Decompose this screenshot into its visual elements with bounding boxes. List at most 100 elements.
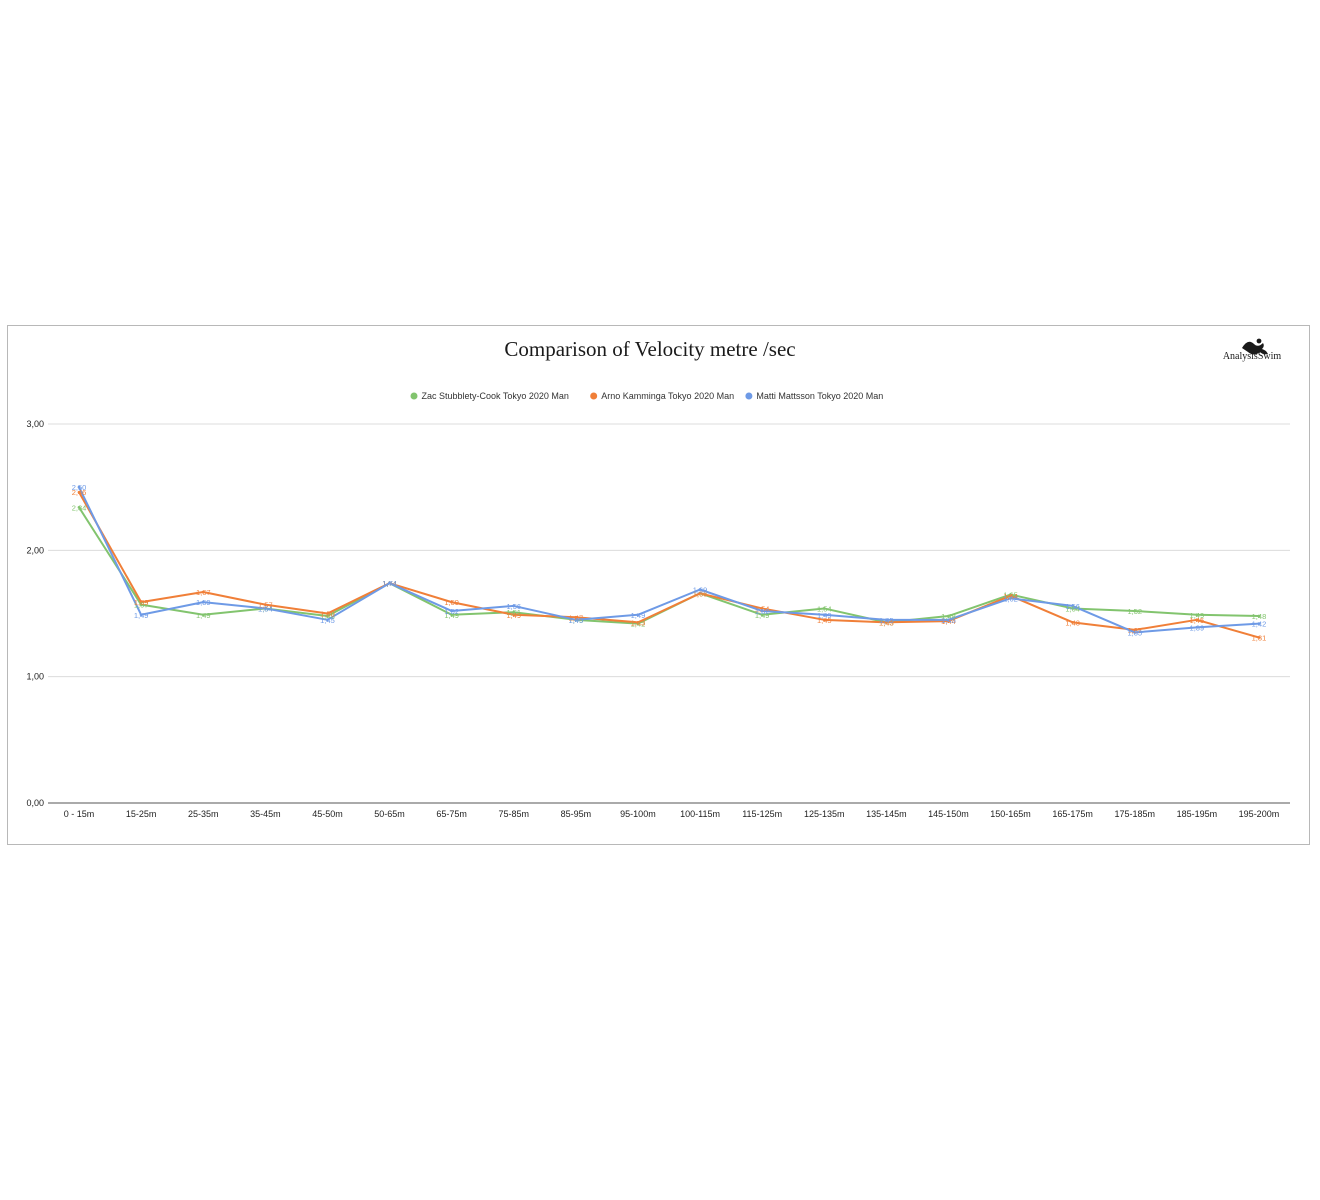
- data-point: [947, 614, 950, 618]
- data-point: [201, 600, 205, 604]
- data-label: 1,45: [569, 616, 584, 625]
- data-label: 1,67: [196, 588, 211, 597]
- series-line: [78, 486, 1260, 634]
- data-label: 1,43: [1065, 618, 1080, 627]
- data-label: 1,45: [569, 616, 584, 625]
- data-label: 1,48: [941, 612, 956, 621]
- data-label: 1,49: [631, 611, 646, 620]
- data-label: 1,54: [258, 604, 273, 613]
- data-label: 1,45: [879, 616, 894, 625]
- data-point: [760, 607, 764, 610]
- legend-marker: [410, 392, 418, 400]
- data-label: 1,50: [320, 610, 335, 619]
- data-point: [1257, 614, 1261, 618]
- data-label: 1,57: [258, 601, 273, 610]
- legend-label: Arno Kamminga Tokyo 2020 Man: [601, 391, 734, 401]
- data-point: [139, 600, 143, 604]
- data-point: [760, 613, 764, 617]
- data-point: [1071, 620, 1075, 624]
- x-tick-label: 175-185m: [1114, 809, 1155, 819]
- data-label: 1,49: [196, 611, 211, 620]
- x-tick-label: 100-115m: [680, 809, 720, 819]
- series-layer: [77, 485, 1261, 639]
- x-tick-label: 185-195m: [1177, 809, 1218, 819]
- data-point: [326, 614, 329, 618]
- y-axis: 0,00 1,00 2,00 3,00: [26, 419, 44, 808]
- y-tick-label: 1,00: [26, 672, 44, 682]
- data-point: [822, 607, 826, 610]
- data-point: [512, 610, 516, 614]
- data-label: 1,54: [755, 604, 770, 613]
- data-label: 1,43: [879, 618, 894, 627]
- data-point: [822, 613, 826, 617]
- data-label: 1,48: [320, 612, 335, 621]
- data-point: [822, 618, 826, 622]
- data-point: [77, 485, 81, 489]
- data-label: 1,51: [506, 608, 521, 617]
- y-tick-label: 2,00: [26, 545, 44, 555]
- data-label: 1,45: [941, 616, 956, 625]
- data-point: [947, 618, 950, 622]
- legend-marker: [745, 392, 753, 400]
- data-label: 1,42: [1252, 620, 1267, 629]
- x-tick-label: 135-145m: [866, 809, 907, 819]
- data-label: 1,56: [1065, 602, 1080, 611]
- data-point: [1071, 604, 1075, 608]
- x-tick-label: 115-125m: [742, 809, 782, 819]
- data-point: [1195, 625, 1199, 629]
- data-point: [760, 609, 764, 613]
- data-point: [698, 591, 702, 595]
- data-point: [450, 609, 454, 613]
- data-label: 1,45: [1190, 616, 1205, 625]
- data-point: [636, 620, 640, 624]
- data-label: 2,46: [72, 488, 87, 497]
- data-label: 1,54: [258, 604, 273, 613]
- data-label: 1,59: [196, 598, 211, 607]
- data-point: [1071, 607, 1075, 610]
- data-label: 1,31: [1252, 634, 1267, 643]
- data-label: 1,49: [134, 611, 149, 620]
- data-point: [512, 613, 516, 617]
- data-point: [326, 618, 329, 622]
- data-label: 1,49: [817, 611, 832, 620]
- x-tick-label: 95-100m: [620, 809, 656, 819]
- data-point: [512, 604, 516, 608]
- data-label: 1,62: [1003, 594, 1018, 603]
- data-point: [1257, 622, 1261, 626]
- data-label: 1,54: [817, 604, 832, 613]
- data-label: 1,44: [941, 617, 956, 626]
- data-point: [201, 613, 205, 617]
- data-point: [263, 607, 267, 610]
- data-label: 1,49: [444, 611, 459, 620]
- x-tick-label: 75-85m: [498, 809, 529, 819]
- legend-label: Zac Stubblety-Cook Tokyo 2020 Man: [422, 391, 569, 401]
- x-tick-label: 50-65m: [374, 809, 405, 819]
- data-label: 1,54: [1065, 604, 1080, 613]
- x-tick-label: 45-50m: [312, 809, 343, 819]
- x-tick-label: 125-135m: [804, 809, 845, 819]
- data-label: 1,45: [817, 616, 832, 625]
- data-label: 1,43: [631, 618, 646, 627]
- data-label: 1,57: [134, 601, 149, 610]
- data-label: 1,52: [755, 607, 770, 616]
- data-point: [77, 505, 81, 509]
- legend-marker: [590, 392, 598, 400]
- x-tick-label: 0 - 15m: [64, 809, 95, 819]
- data-label: 1,35: [1127, 628, 1142, 637]
- chart-title: Comparison of Velocity metre /sec: [504, 337, 795, 361]
- data-label: 1,45: [320, 616, 335, 625]
- data-point: [1133, 628, 1137, 632]
- data-label: 1,66: [693, 589, 708, 598]
- x-tick-label: 35-45m: [250, 809, 281, 819]
- swimmer-logo-icon: [1242, 341, 1268, 355]
- data-label: 1,37: [1127, 626, 1142, 635]
- data-point: [201, 590, 205, 594]
- data-label: 1,49: [506, 611, 521, 620]
- data-label: 1,74: [382, 579, 397, 588]
- y-tick-label: 3,00: [26, 419, 44, 429]
- data-point: [698, 588, 702, 591]
- data-label: 1,49: [755, 611, 770, 620]
- data-point: [574, 615, 578, 619]
- data-label: 1,69: [693, 585, 708, 594]
